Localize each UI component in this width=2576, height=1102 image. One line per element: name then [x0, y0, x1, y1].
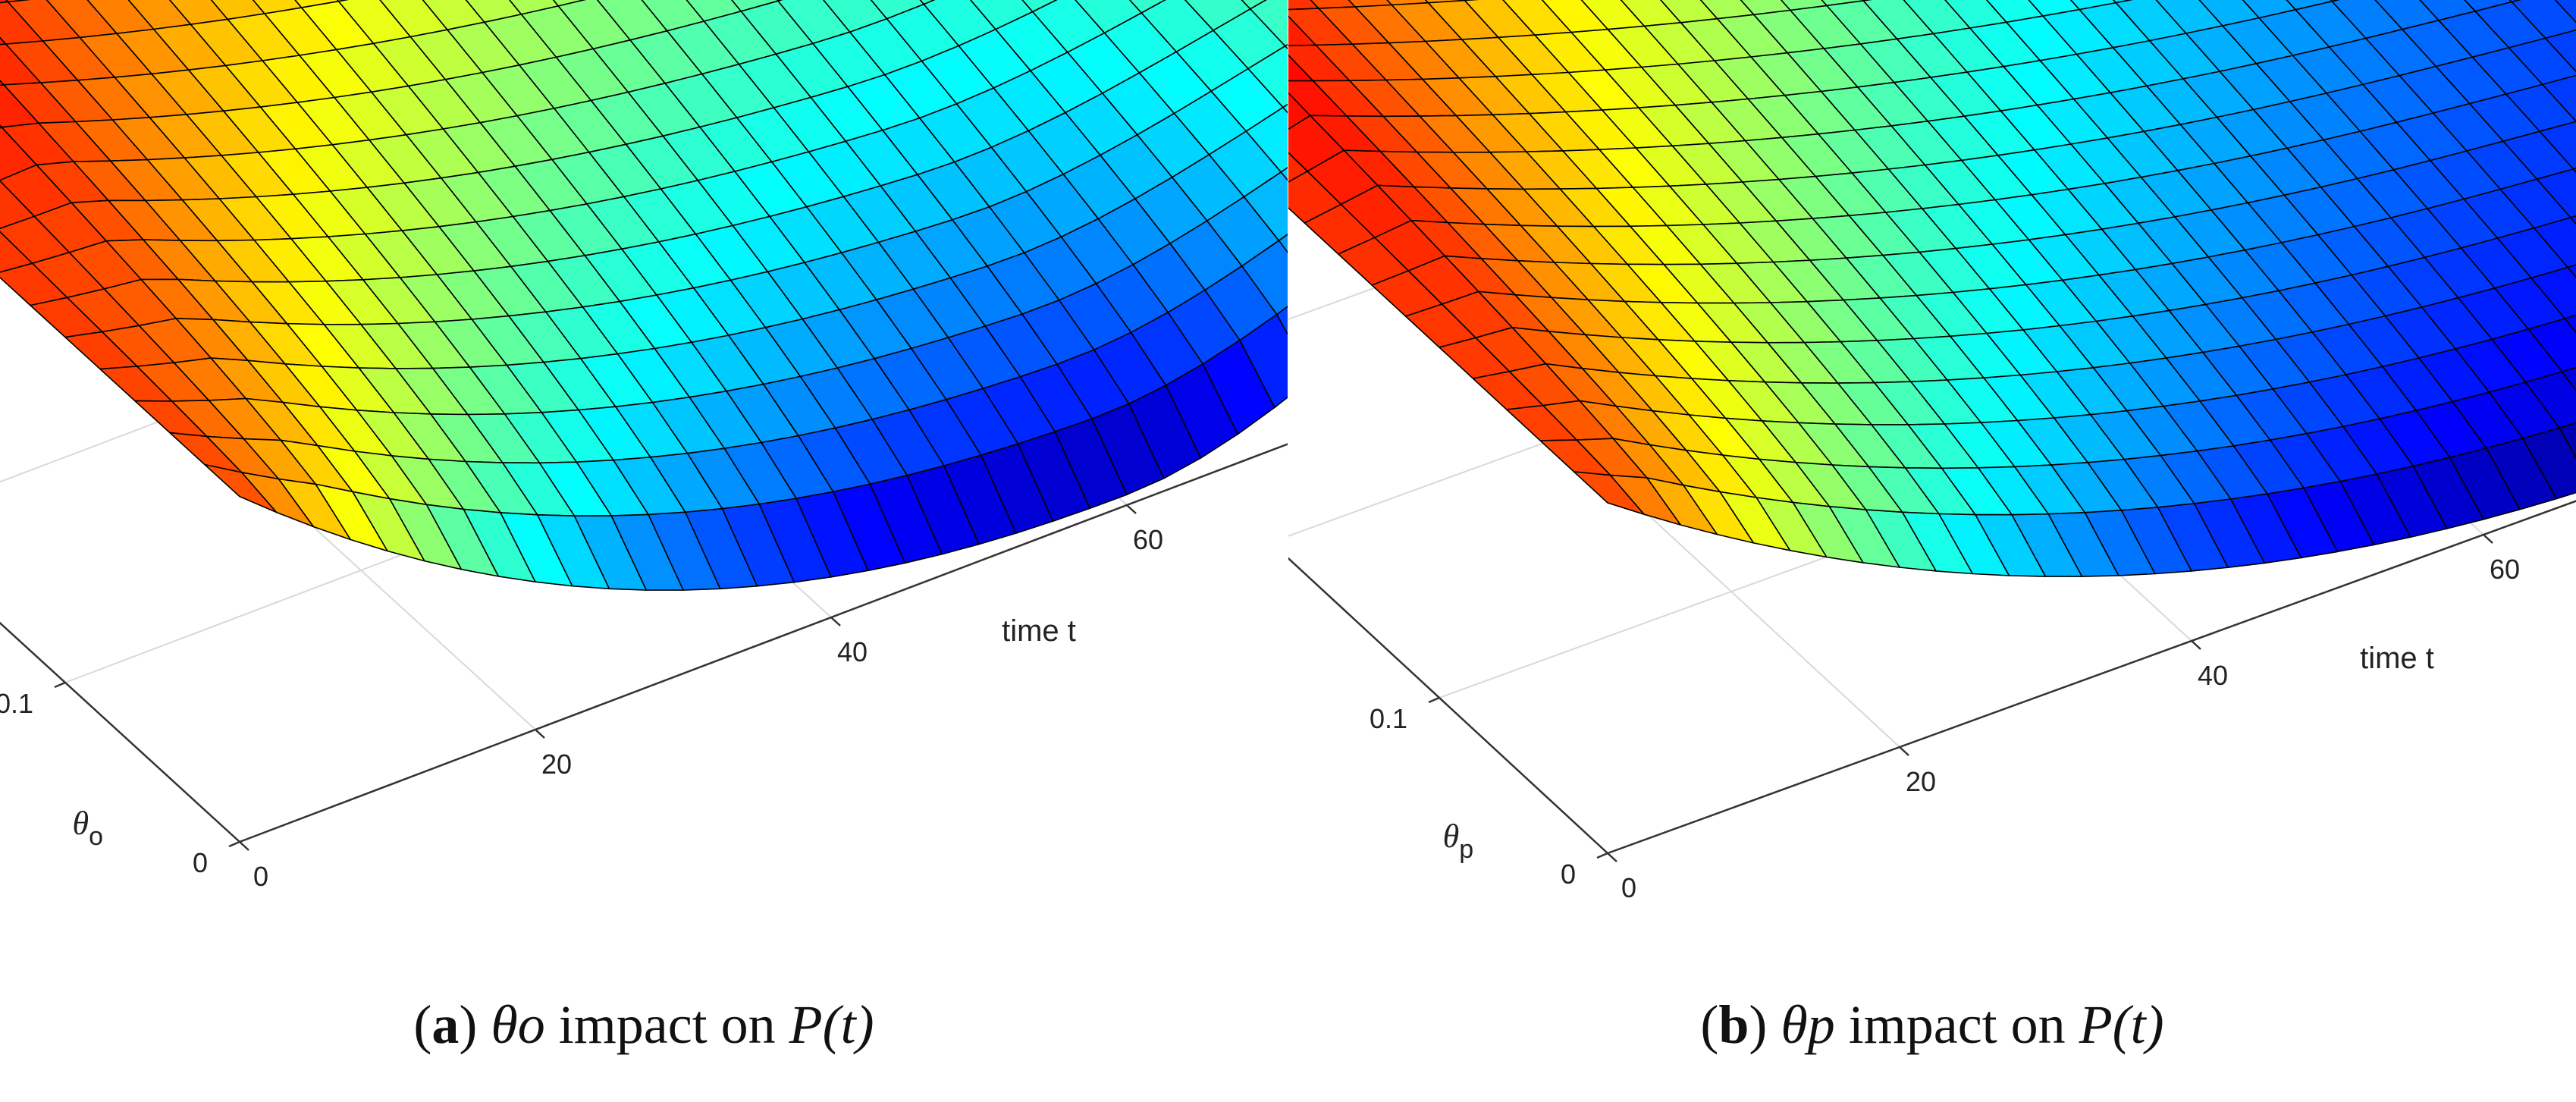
- surface-patch: [2570, 215, 2576, 225]
- caption-b-text: impact on: [1848, 994, 2066, 1055]
- x-axis-line: [1607, 500, 2576, 855]
- x-tick-label: 40: [2198, 660, 2228, 691]
- surface-patch: [1282, 103, 1288, 114]
- x-tick: [1607, 852, 1617, 862]
- x-tick-label: 20: [541, 749, 572, 780]
- surface-patch: [1241, 0, 1267, 10]
- surface-patch: [1250, 0, 1288, 47]
- surface-patch: [1276, 306, 1288, 336]
- x-tick-label: 60: [1133, 524, 1163, 555]
- x-tick-label: 40: [837, 636, 868, 667]
- y-axis-line: [0, 621, 240, 843]
- x-tick: [1899, 746, 1909, 756]
- x-tick: [830, 617, 841, 626]
- x-tick-label: 60: [2490, 554, 2520, 585]
- x-tick: [1126, 504, 1137, 514]
- y-tick-label: 0: [1561, 859, 1576, 890]
- x-tick-label: 20: [1906, 766, 1936, 797]
- surface-patch: [2567, 264, 2576, 278]
- x-tick-label: 0: [253, 861, 268, 892]
- surface-patch: [2564, 314, 2576, 334]
- x-tick: [2191, 640, 2201, 650]
- caption-a-symbol: θo: [491, 994, 545, 1055]
- y-tick-label: 0.1: [1370, 703, 1407, 734]
- caption-b-func: P(t): [2079, 994, 2164, 1055]
- panel-b: 02040608010000.10.20.30.400.10.20.30.4ti…: [1288, 0, 2576, 1102]
- surface-patch: [2559, 422, 2576, 459]
- surface-patch: [2561, 366, 2576, 392]
- caption-a-func: P(t): [789, 994, 874, 1055]
- surface-patch: [2554, 0, 2576, 24]
- y-tick-label: 0: [193, 847, 208, 878]
- y-axis-line: [1288, 557, 1608, 854]
- x-axis-label: time t: [2360, 642, 2434, 675]
- surface-patch: [2542, 74, 2576, 122]
- caption-b: (b) θp impact on P(t): [1700, 994, 2164, 1055]
- axes-a: 02040608010000.10.20.30.400.10.20.30.4ti…: [0, 443, 1288, 892]
- y-tick: [228, 840, 240, 848]
- surface-patch: [1280, 167, 1288, 181]
- surface-patch: [1021, 0, 1058, 13]
- caption-a: (a) θo impact on P(t): [413, 994, 874, 1055]
- surface-patch: [2572, 168, 2576, 173]
- y-axis-label: θo: [72, 805, 103, 851]
- axes-b: 02040608010000.10.20.30.400.10.20.30.4ti…: [1288, 500, 2576, 903]
- x-tick: [535, 729, 545, 739]
- x-tick: [239, 841, 249, 851]
- y-tick: [54, 681, 66, 689]
- surface-b: [1288, 0, 2576, 577]
- surface-patch: [1128, 0, 1166, 14]
- surface-patch: [2539, 121, 2576, 170]
- surface-a: [0, 0, 1288, 591]
- y-axis-label: θp: [1443, 818, 1474, 864]
- panel-a: 02040608010000.10.20.30.400.10.20.30.4ti…: [0, 0, 1288, 1055]
- surface-patch: [2544, 29, 2576, 73]
- y-tick-label: 0.1: [0, 688, 33, 719]
- caption-a-letter: a: [431, 994, 460, 1055]
- surface-patch: [1285, 43, 1288, 50]
- x-axis-label: time t: [1002, 614, 1076, 648]
- x-tick-label: 0: [1621, 872, 1636, 903]
- x-tick: [2483, 534, 2493, 544]
- y-tick: [1596, 852, 1608, 859]
- caption-a-text: impact on: [558, 994, 776, 1055]
- caption-b-symbol: θp: [1781, 994, 1835, 1055]
- surface-chart-b: 02040608010000.10.20.30.400.10.20.30.4ti…: [1288, 0, 2576, 903]
- surface-chart-a: 02040608010000.10.20.30.400.10.20.30.4ti…: [0, 0, 1288, 892]
- surface-patch: [1278, 234, 1288, 253]
- caption-b-letter: b: [1718, 994, 1749, 1055]
- x-axis-line: [239, 443, 1288, 843]
- y-tick: [1428, 696, 1440, 704]
